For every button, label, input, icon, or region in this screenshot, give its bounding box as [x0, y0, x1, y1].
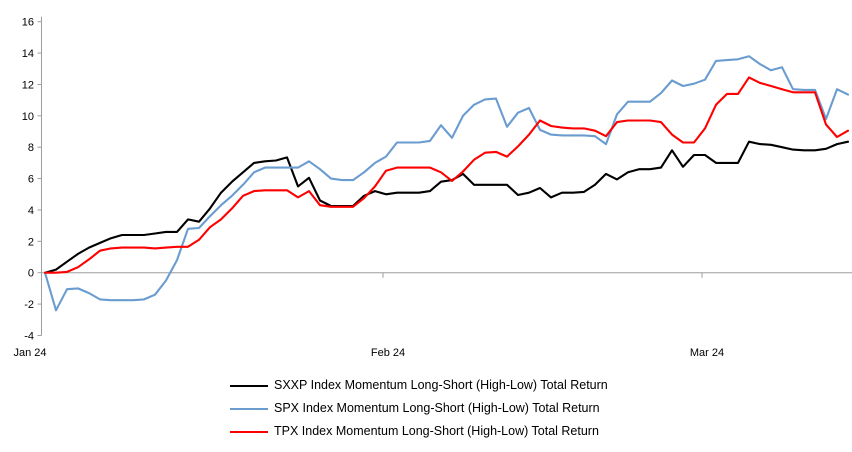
legend: SXXP Index Momentum Long-Short (High-Low… [230, 374, 608, 443]
y-tick-label: 16 [22, 17, 34, 29]
y-tick-label: 0 [28, 268, 34, 280]
spx-line-swatch [230, 407, 268, 410]
sxxp-series-line [43, 140, 850, 274]
y-tick-label: 12 [22, 79, 34, 91]
sxxp-line-swatch [230, 384, 268, 387]
y-tick-label: -2 [24, 299, 34, 311]
y-tick-label: 8 [28, 142, 34, 154]
x-tick-label: Jan 24 [13, 347, 46, 359]
y-tick-label: 4 [28, 205, 34, 217]
y-tick-label: 14 [22, 48, 34, 60]
legend-label-tpx: TPX Index Momentum Long-Short (High-Low)… [274, 424, 599, 438]
y-tick-label: -4 [24, 330, 34, 342]
y-tick-label: 2 [28, 236, 34, 248]
tpx-line-swatch [230, 430, 268, 433]
legend-item-spx: SPX Index Momentum Long-Short (High-Low)… [230, 397, 608, 420]
legend-label-sxxp: SXXP Index Momentum Long-Short (High-Low… [274, 378, 608, 392]
spx-series-line [43, 55, 850, 312]
legend-label-spx: SPX Index Momentum Long-Short (High-Low)… [274, 401, 600, 415]
tpx-series-line [43, 76, 850, 274]
x-tick-label: Feb 24 [371, 347, 405, 359]
plot-area: 16 14 12 10 8 6 4 2 0 -2 -4 Jan 24 Feb 24 Mar 24 [13, 16, 852, 359]
legend-item-tpx: TPX Index Momentum Long-Short (High-Low)… [230, 420, 608, 443]
y-tick-label: 10 [22, 111, 34, 123]
y-tick-label: 6 [28, 174, 34, 186]
legend-item-sxxp: SXXP Index Momentum Long-Short (High-Low… [230, 374, 608, 397]
x-tick-label: Mar 24 [690, 347, 724, 359]
